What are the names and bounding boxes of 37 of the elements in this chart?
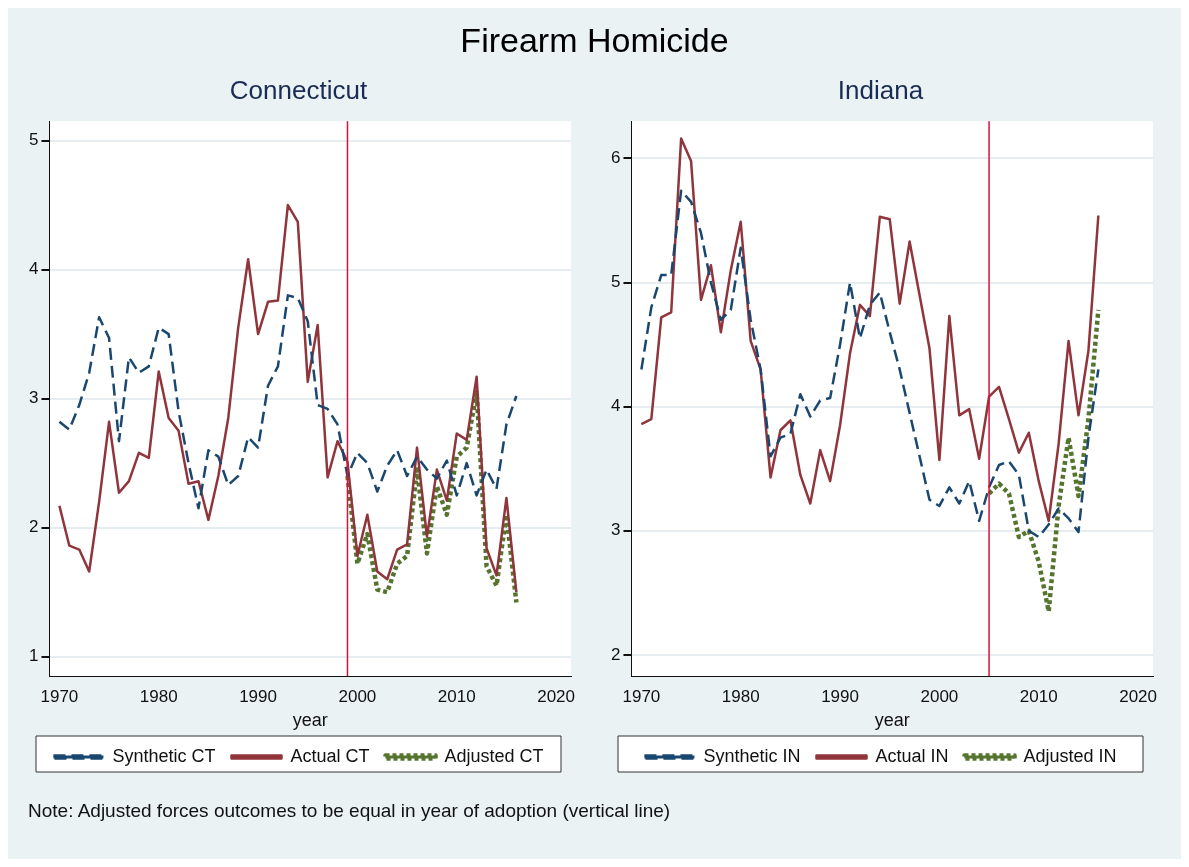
legend-label: Actual CT — [290, 745, 370, 766]
x-tick-label: 2000 — [338, 686, 377, 706]
y-tick-label: 4 — [28, 259, 39, 279]
legend-label: Actual IN — [875, 745, 949, 766]
x-tick-label: 2010 — [1019, 686, 1058, 706]
y-tick-label: 6 — [610, 148, 621, 168]
x-tick-label: 1980 — [139, 686, 178, 706]
text: Note: Adjusted forces outcomes to be equal in year of adoption (vertical line) — [27, 799, 672, 822]
legend-label: Synthetic CT — [112, 745, 216, 766]
y-tick-label: 1 — [28, 646, 39, 666]
line-series — [640, 189, 1100, 539]
line-series — [58, 294, 518, 510]
legend-label: Synthetic IN — [703, 745, 801, 766]
x-tick-label: 2010 — [437, 686, 476, 706]
x-tick-label: 1970 — [40, 686, 79, 706]
x-axis-title: year — [292, 710, 328, 731]
x-tick-label: 1990 — [239, 686, 277, 706]
chart-title: Firearm Homicide — [459, 20, 730, 61]
legend-label: Adjusted IN — [1023, 745, 1117, 766]
line-series — [345, 389, 519, 605]
y-tick-label: 2 — [28, 517, 39, 537]
legend-label: Adjusted CT — [444, 745, 544, 766]
y-tick-label: 3 — [610, 520, 621, 540]
x-tick-label: 1980 — [721, 686, 760, 706]
x-tick-label: 2000 — [920, 686, 959, 706]
y-tick-label: 5 — [610, 272, 621, 292]
y-tick-label: 5 — [28, 130, 39, 150]
chart-subtitle: Connecticut — [229, 74, 368, 105]
x-axis-title: year — [874, 710, 910, 731]
x-tick-label: 1990 — [821, 686, 859, 706]
y-tick-label: 3 — [28, 388, 39, 408]
x-tick-label: 2020 — [1119, 686, 1158, 706]
y-tick-label: 4 — [610, 396, 621, 416]
x-tick-label: 2020 — [537, 686, 576, 706]
chart-subtitle: Indiana — [837, 74, 924, 105]
y-tick-label: 2 — [610, 644, 621, 664]
x-tick-label: 1970 — [622, 686, 661, 706]
